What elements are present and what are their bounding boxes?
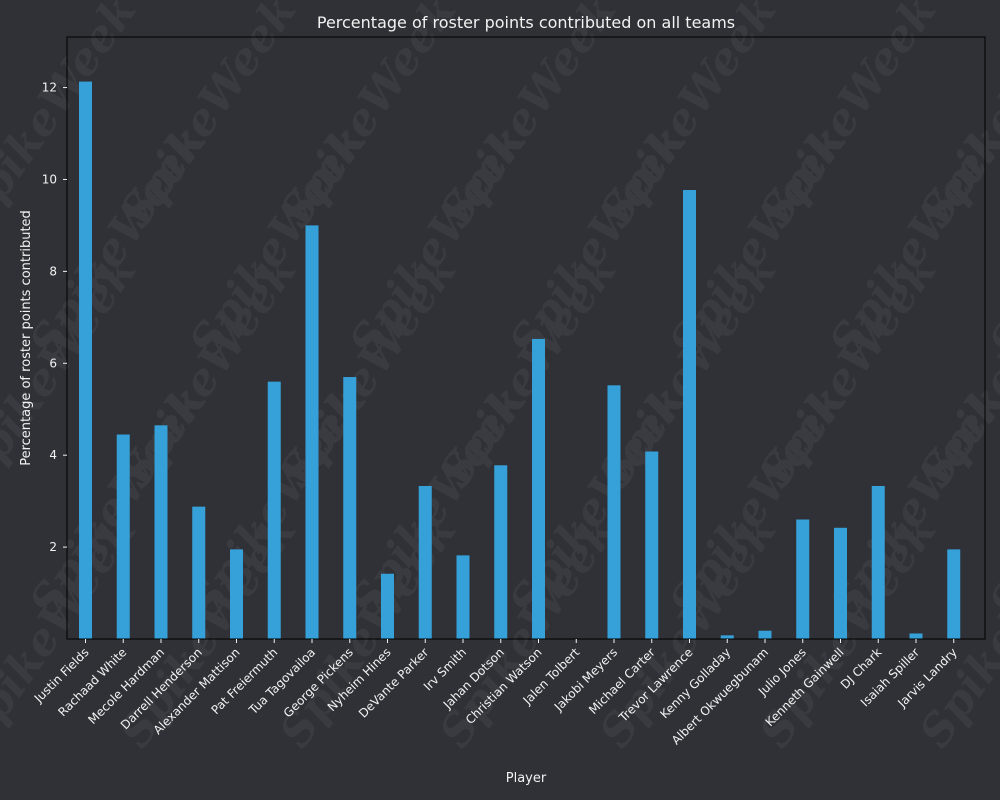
bar [947,549,961,639]
y-axis-label: Percentage of roster points contributed [19,210,34,466]
bar [267,381,281,639]
bar [116,434,130,639]
chart-title: Percentage of roster points contributed … [317,13,735,32]
bar [532,338,545,639]
bar [645,451,659,639]
bar [909,633,923,639]
bar [230,549,243,639]
y-tick-label: 12 [42,81,57,95]
bar [381,573,394,639]
bar [758,630,772,639]
y-tick-label: 4 [49,448,57,462]
bar [305,225,319,639]
bar [607,385,621,639]
bar [418,485,432,639]
bar [79,81,92,640]
plot-frame [66,36,986,640]
y-tick-label: 10 [42,172,57,186]
x-axis-label: Player [506,771,547,786]
y-axis: 2 4 6 8 10 12 [42,81,67,554]
bars-layer [79,81,961,640]
y-tick-label: 2 [49,540,57,554]
y-tick-label: 8 [49,264,57,278]
bar [494,465,508,639]
y-tick-label: 6 [49,356,57,370]
bar [796,519,810,639]
bar [834,527,847,639]
bar [683,190,696,640]
bar [343,377,357,639]
bar [720,635,734,639]
bar [871,485,885,639]
bar [456,555,470,639]
bar [154,425,168,639]
bar [192,506,206,639]
